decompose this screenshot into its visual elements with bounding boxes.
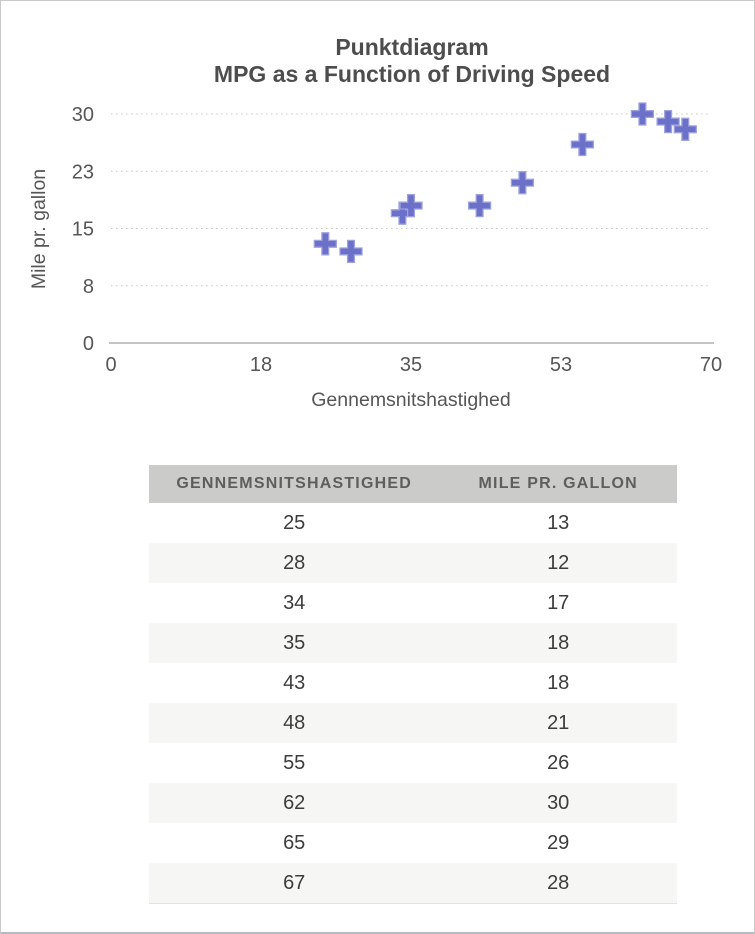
table-row: 34 17 — [149, 583, 677, 623]
x-axis-title: Gennemsnitshastighed — [311, 389, 510, 411]
table-cell: 25 — [149, 503, 440, 543]
table-row: 55 26 — [149, 743, 677, 783]
x-tick-label: 35 — [400, 354, 422, 376]
data-table: GENNEMSNITSHASTIGHED MILE PR. GALLON 25 1… — [149, 465, 677, 904]
data-point-marker — [339, 239, 363, 264]
table-cell: 30 — [439, 783, 677, 823]
table-cell: 67 — [149, 863, 440, 904]
data-point-marker — [656, 109, 680, 134]
table-row: 43 18 — [149, 663, 677, 703]
table-cell: 65 — [149, 823, 440, 863]
table-row: 28 12 — [149, 543, 677, 583]
y-tick-label: 0 — [83, 333, 94, 355]
y-tick-label: 23 — [72, 161, 94, 183]
data-point-marker — [673, 117, 697, 141]
chart-subtitle: MPG as a Function of Driving Speed — [214, 61, 610, 87]
table-row: 65 29 — [149, 823, 677, 863]
table-row: 67 28 — [149, 863, 677, 904]
table-cell: 55 — [149, 743, 440, 783]
table-row: 25 13 — [149, 503, 677, 543]
x-tick-label: 53 — [550, 354, 572, 376]
table-cell: 48 — [149, 703, 440, 743]
table-cell: 18 — [439, 663, 677, 703]
table-cell: 28 — [439, 863, 677, 904]
table-cell: 12 — [439, 543, 677, 583]
table-cell: 35 — [149, 623, 440, 663]
chart-title: Punktdiagram — [335, 34, 488, 60]
x-tick-label: 0 — [105, 354, 116, 376]
data-point-marker — [467, 193, 492, 218]
table-header-row: GENNEMSNITSHASTIGHED MILE PR. GALLON — [149, 465, 677, 503]
scatter-chart: Punktdiagram MPG as a Function of Driving… — [1, 1, 754, 433]
table-cell: 43 — [149, 663, 440, 703]
table-cell: 21 — [439, 703, 677, 743]
table-row: 62 30 — [149, 783, 677, 823]
data-point-marker — [399, 193, 423, 218]
table-body: 25 13 28 12 34 17 35 18 43 18 48 21 55 26 62 30 65 29 67 28 — [149, 503, 677, 904]
table-cell: 29 — [439, 823, 677, 863]
table-cell: 28 — [149, 543, 440, 583]
table-cell: 62 — [149, 783, 440, 823]
y-tick-label: 30 — [72, 104, 94, 126]
table-header-mpg: MILE PR. GALLON — [439, 465, 677, 503]
table-row: 48 21 — [149, 703, 677, 743]
x-tick-label: 70 — [700, 354, 722, 376]
y-tick-label: 8 — [83, 276, 94, 298]
x-tick-label: 18 — [250, 354, 272, 376]
table-cell: 26 — [439, 743, 677, 783]
table-row: 35 18 — [149, 623, 677, 663]
data-point-marker — [313, 232, 337, 256]
table-cell: 17 — [439, 583, 677, 623]
table-header: GENNEMSNITSHASTIGHED MILE PR. GALLON — [149, 465, 677, 503]
data-point-marker — [570, 132, 595, 157]
table-cell: 13 — [439, 503, 677, 543]
table-cell: 18 — [439, 623, 677, 663]
table-cell: 34 — [149, 583, 440, 623]
y-axis-title: Mile pr. gallon — [28, 169, 50, 289]
table-header-speed: GENNEMSNITSHASTIGHED — [149, 465, 440, 503]
y-tick-label: 15 — [72, 219, 94, 241]
data-point-marker — [630, 102, 655, 126]
data-point-marker — [510, 171, 535, 195]
